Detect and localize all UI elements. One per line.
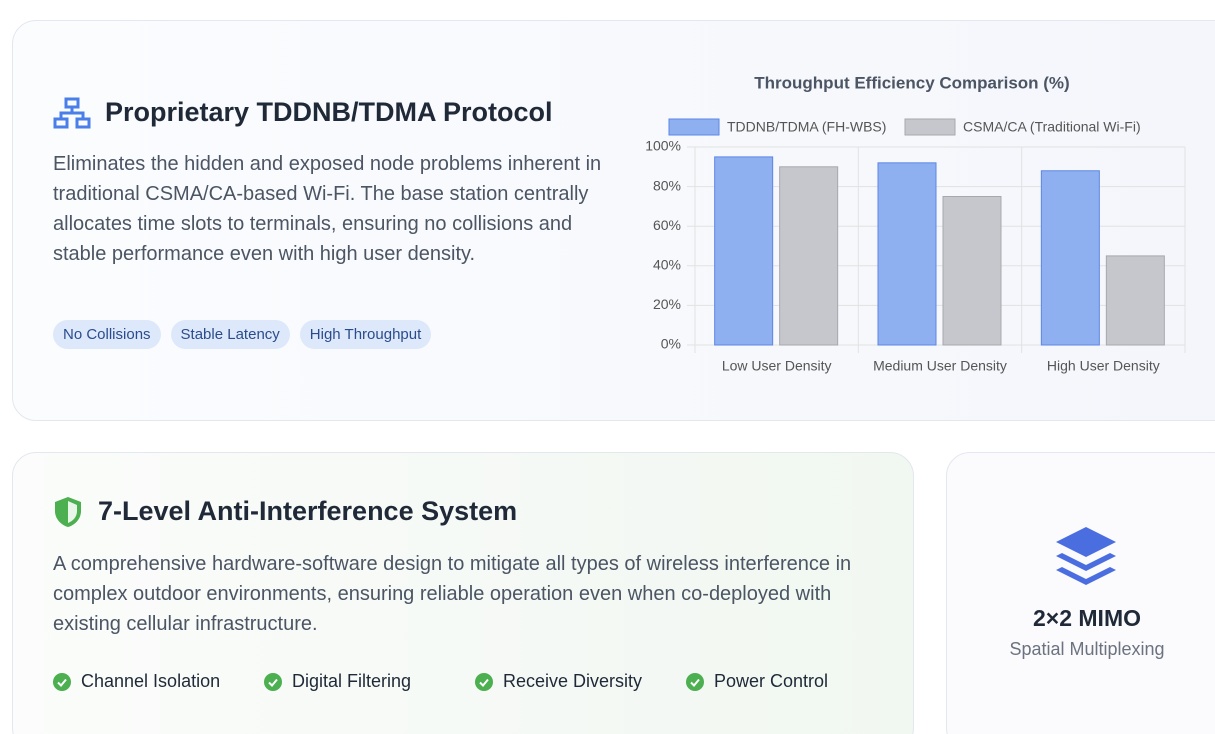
y-tick-label: 80% [653,177,681,193]
bar [942,196,1002,346]
y-tick-label: 40% [653,257,681,273]
legend-label: TDDNB/TDMA (FH-WBS) [727,119,886,135]
layers-icon [1056,527,1116,585]
y-tick-label: 60% [653,217,681,233]
protocol-card: Proprietary TDDNB/TDMA Protocol Eliminat… [12,20,1215,421]
y-tick-label: 100% [645,138,681,154]
bar [779,166,839,346]
card-description: Eliminates the hidden and exposed node p… [53,153,602,265]
chart-title: Throughput Efficiency Comparison (%) [754,73,1069,92]
y-tick-label: 20% [653,296,681,312]
bar [1040,170,1100,346]
feature: Channel Isolation [53,671,264,692]
legend-swatch [904,118,956,136]
feature-list: Channel Isolation Digital Filtering Receiv… [53,671,897,692]
x-tick-label: High User Density [1047,358,1160,374]
card-title: 7-Level Anti-Interference System [98,496,518,526]
bar [877,162,937,346]
feature: Digital Filtering [264,671,475,692]
feature-label: Receive Diversity [503,671,643,691]
card-description: A comprehensive hardware-software design… [53,553,852,635]
x-tick-label: Medium User Density [873,358,1007,374]
mimo-title: 2×2 MIMO [1032,605,1141,631]
tag: Stable Latency [170,320,290,349]
tag-list: No Collisions Stable Latency High Throughp… [53,320,432,349]
mimo-card: 2×2 MIMO Spatial Multiplexing [946,452,1215,734]
interference-card: 7-Level Anti-Interference System A compr… [12,452,914,734]
mimo-subtitle: Spatial Multiplexing [1009,639,1165,659]
check-icon [53,672,71,691]
x-tick-label: Low User Density [722,358,832,374]
bar [714,156,774,346]
feature-label: Power Control [714,671,829,691]
chart: Throughput Efficiency Comparison (%) 0% 2… [645,73,1186,374]
feature: Power Control [686,671,897,692]
network-icon [53,97,91,129]
tag: No Collisions [53,320,161,349]
feature: Receive Diversity [475,671,686,692]
legend-swatch [668,118,720,136]
bar [1105,255,1165,346]
feature-label: Channel Isolation [81,671,221,691]
check-icon [686,672,704,691]
legend-label: CSMA/CA (Traditional Wi-Fi) [963,119,1141,135]
feature-label: Digital Filtering [292,671,412,691]
shield-icon [55,497,81,527]
tag: High Throughput [299,320,432,349]
check-icon [264,672,282,691]
y-tick-label: 0% [661,336,681,352]
card-title: Proprietary TDDNB/TDMA Protocol [105,97,553,127]
check-icon [475,672,493,691]
